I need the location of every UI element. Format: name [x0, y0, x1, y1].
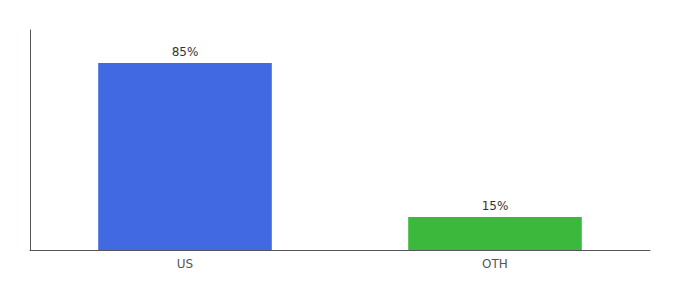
- svg-text:85%: 85%: [172, 45, 199, 59]
- svg-text:OTH: OTH: [482, 257, 508, 271]
- svg-text:15%: 15%: [482, 199, 509, 213]
- svg-text:US: US: [177, 257, 193, 271]
